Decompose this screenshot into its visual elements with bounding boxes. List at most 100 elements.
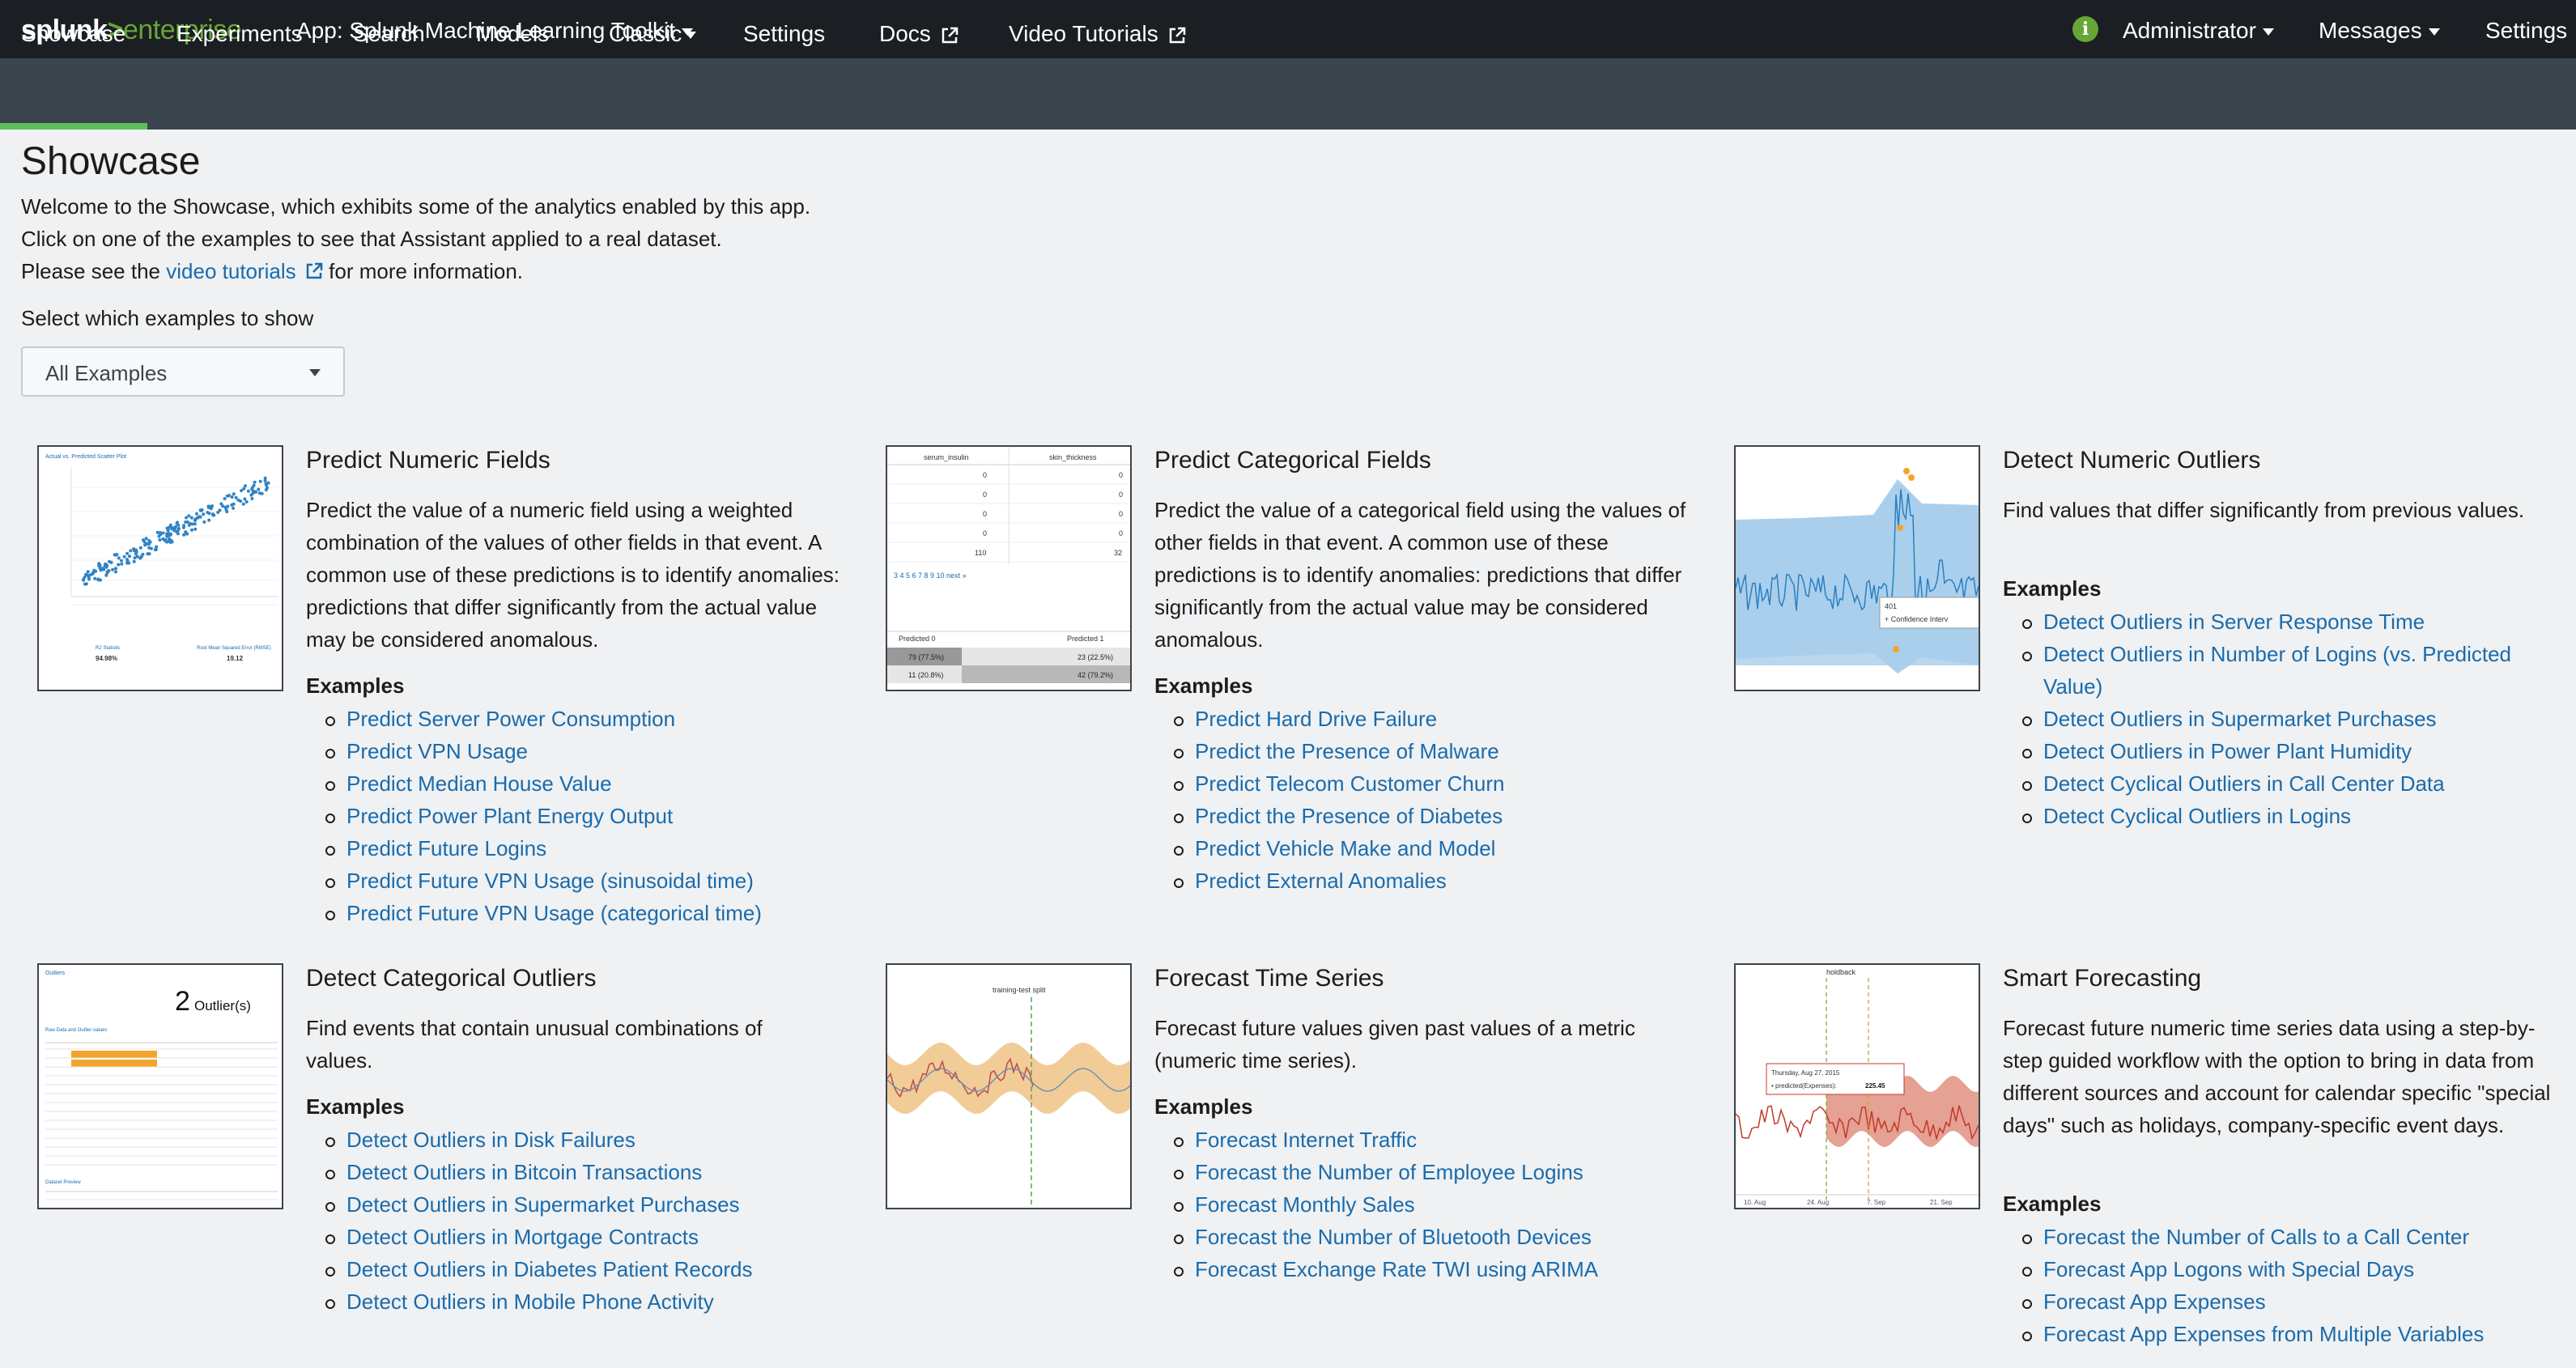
thumb-r2c2: 42 (79.2%) — [1078, 671, 1113, 679]
video-tutorials-link[interactable]: video tutorials — [166, 259, 296, 283]
thumb-outlier-count-label: Outlier(s) — [194, 998, 251, 1013]
example-link[interactable]: Detect Outliers in Supermarket Purchases — [2043, 707, 2437, 731]
list-item: Detect Outliers in Server Response Time — [2003, 605, 2553, 638]
example-link[interactable]: Forecast App Expenses — [2043, 1289, 2266, 1314]
thumb-cell: 0 — [983, 529, 987, 537]
example-link[interactable]: Predict Median House Value — [346, 771, 612, 796]
info-icon[interactable]: i — [2072, 16, 2098, 42]
splunk-logo[interactable]: splunk>enterprise — [21, 15, 242, 46]
list-item: Predict External Anomalies — [1154, 865, 1504, 897]
card-title-predict-categorical[interactable]: Predict Categorical Fields — [1154, 447, 1431, 474]
predict-numeric-thumbnail[interactable]: Actual vs. Predicted Scatter Plot R2 Sta… — [37, 445, 283, 691]
card-title-predict-numeric[interactable]: Predict Numeric Fields — [306, 447, 550, 474]
card-title-forecast-time-series[interactable]: Forecast Time Series — [1154, 965, 1384, 992]
example-link[interactable]: Forecast the Number of Bluetooth Devices — [1195, 1225, 1592, 1249]
tab-models[interactable]: Models — [476, 21, 550, 46]
tab-settings[interactable]: Settings — [743, 21, 826, 46]
thumb-r2c1: 11 (20.8%) — [908, 671, 943, 679]
example-link[interactable]: Detect Outliers in Number of Logins (vs.… — [2043, 642, 2512, 699]
example-link[interactable]: Forecast Monthly Sales — [1195, 1192, 1415, 1217]
example-link[interactable]: Predict Server Power Consumption — [346, 707, 676, 731]
example-link[interactable]: Forecast the Number of Employee Logins — [1195, 1160, 1583, 1184]
card-title-detect-categorical-outliers[interactable]: Detect Categorical Outliers — [306, 965, 597, 992]
thumb-tick: 7. Sep — [1867, 1199, 1886, 1206]
list-item: Predict Future VPN Usage (categorical ti… — [306, 897, 762, 929]
tab-showcase[interactable]: Showcase — [21, 21, 126, 46]
intro-line-3-pre: Please see the — [21, 259, 161, 283]
tab-classic[interactable]: Classic — [609, 21, 697, 47]
examples-heading: Examples — [306, 673, 405, 698]
thumb-r1c2: 23 (22.5%) — [1078, 653, 1113, 661]
example-link[interactable]: Detect Cyclical Outliers in Call Center … — [2043, 771, 2445, 796]
tab-docs-label: Docs — [879, 21, 931, 46]
example-link[interactable]: Forecast Internet Traffic — [1195, 1128, 1418, 1152]
examples-list-predict-categorical: Predict Hard Drive Failure Predict the P… — [1154, 703, 1504, 897]
tab-video-tutorials[interactable]: Video Tutorials — [1009, 21, 1186, 47]
examples-filter-dropdown[interactable]: All Examples — [21, 346, 345, 397]
example-link[interactable]: Detect Cyclical Outliers in Logins — [2043, 804, 2352, 828]
predict-categorical-thumbnail[interactable]: serum_insulin skin_thickness 0 0 0 0 0 0 0 0 110… — [886, 445, 1132, 691]
example-link[interactable]: Detect Outliers in Bitcoin Transactions — [346, 1160, 703, 1184]
outlier-line-thumbnail: 401 + Confidence Interv — [1736, 468, 1979, 673]
examples-list-forecast-time-series: Forecast Internet Traffic Forecast the N… — [1154, 1124, 1598, 1285]
examples-list-smart-forecasting: Forecast the Number of Calls to a Call C… — [2003, 1221, 2484, 1350]
example-link[interactable]: Predict the Presence of Diabetes — [1195, 804, 1503, 828]
example-link[interactable]: Detect Outliers in Supermarket Purchases — [346, 1192, 740, 1217]
thumb-tick: 21. Sep — [1930, 1199, 1953, 1206]
detect-categorical-outliers-thumbnail[interactable]: Outliers 2 Outlier(s) Raw Data and Outli… — [37, 963, 283, 1209]
example-link[interactable]: Detect Outliers in Disk Failures — [346, 1128, 635, 1152]
example-link[interactable]: Detect Outliers in Diabetes Patient Reco… — [346, 1257, 753, 1281]
card-title-detect-numeric-outliers[interactable]: Detect Numeric Outliers — [2003, 447, 2261, 474]
example-link[interactable]: Forecast Exchange Rate TWI using ARIMA — [1195, 1257, 1599, 1281]
example-link[interactable]: Predict Future Logins — [346, 836, 547, 860]
examples-filter-value: All Examples — [45, 361, 168, 385]
example-link[interactable]: Forecast App Logons with Special Days — [2043, 1257, 2415, 1281]
example-link[interactable]: Predict Future VPN Usage (sinusoidal tim… — [346, 869, 754, 893]
tab-search[interactable]: Search — [353, 21, 425, 46]
example-link[interactable]: Detect Outliers in Mobile Phone Activity — [346, 1289, 714, 1314]
list-item: Forecast the Number of Employee Logins — [1154, 1156, 1598, 1188]
examples-heading: Examples — [2003, 1192, 2102, 1216]
examples-heading: Examples — [2003, 576, 2102, 601]
administrator-menu[interactable]: Administrator — [2123, 18, 2274, 44]
list-item: Predict Hard Drive Failure — [1154, 703, 1504, 735]
example-link[interactable]: Forecast the Number of Calls to a Call C… — [2043, 1225, 2469, 1249]
example-link[interactable]: Detect Outliers in Power Plant Humidity — [2043, 739, 2412, 763]
example-link[interactable]: Predict VPN Usage — [346, 739, 528, 763]
tab-docs[interactable]: Docs — [879, 21, 959, 47]
example-link[interactable]: Predict External Anomalies — [1195, 869, 1447, 893]
messages-menu[interactable]: Messages — [2319, 18, 2440, 44]
example-link[interactable]: Forecast App Expenses from Multiple Vari… — [2043, 1322, 2485, 1346]
example-link[interactable]: Predict Telecom Customer Churn — [1195, 771, 1505, 796]
example-link[interactable]: Predict Hard Drive Failure — [1195, 707, 1438, 731]
forecast-thumbnail: training-test split — [887, 986, 1130, 1208]
example-link[interactable]: Predict the Presence of Malware — [1195, 739, 1499, 763]
thumb-scatter-title: Actual vs. Predicted Scatter Plot — [45, 454, 126, 460]
thumb-split-label: training-test split — [993, 986, 1046, 994]
card-desc-predict-numeric: Predict the value of a numeric field usi… — [306, 498, 840, 652]
example-link[interactable]: Detect Outliers in Mortgage Contracts — [346, 1225, 699, 1249]
example-link[interactable]: Detect Outliers in Server Response Time — [2043, 610, 2425, 634]
thumb-holdback: holdback — [1826, 968, 1856, 976]
chevron-down-icon — [309, 369, 321, 376]
thumb-cell: 0 — [1119, 471, 1123, 479]
list-item: Predict Telecom Customer Churn — [1154, 767, 1504, 800]
example-link[interactable]: Predict Future VPN Usage (categorical ti… — [346, 901, 762, 925]
settings-menu[interactable]: Settings — [2485, 18, 2567, 44]
scatter-plot-thumbnail: Actual vs. Predicted Scatter Plot R2 Sta… — [45, 454, 278, 662]
thumb-cell: 0 — [1119, 491, 1123, 499]
detect-numeric-outliers-thumbnail[interactable]: 401 + Confidence Interv — [1734, 445, 1980, 691]
example-link[interactable]: Predict Power Plant Energy Output — [346, 804, 674, 828]
active-tab-indicator — [0, 123, 147, 130]
example-link[interactable]: Predict Vehicle Make and Model — [1195, 836, 1496, 860]
list-item: Forecast App Logons with Special Days — [2003, 1253, 2484, 1285]
page-title: Showcase — [21, 140, 201, 183]
forecast-time-series-thumbnail[interactable]: training-test split — [886, 963, 1132, 1209]
thumb-col2: skin_thickness — [1049, 453, 1097, 461]
smart-forecasting-thumbnail[interactable]: holdback Thursday, Aug 27, 2015 • predic… — [1734, 963, 1980, 1209]
thumb-pred0: Predicted 0 — [899, 635, 936, 643]
thumb-cell: 0 — [1119, 529, 1123, 537]
tab-experiments[interactable]: Experiments — [176, 21, 303, 46]
card-title-smart-forecasting[interactable]: Smart Forecasting — [2003, 965, 2202, 992]
thumb-cell: 0 — [983, 471, 987, 479]
